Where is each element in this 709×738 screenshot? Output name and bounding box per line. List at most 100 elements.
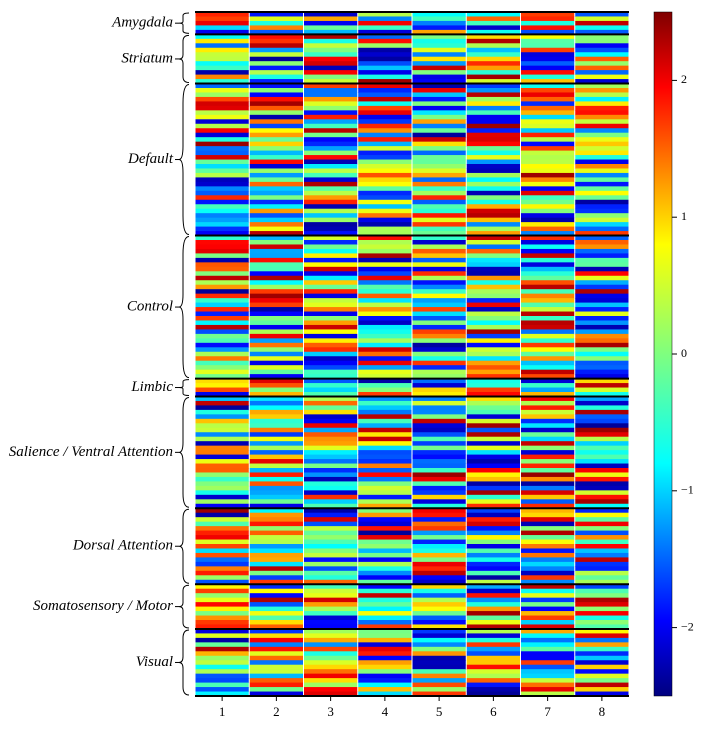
heatmap-cell [467,410,520,415]
heatmap-cell [413,459,466,464]
heatmap-cell [575,687,628,692]
heatmap-cell [250,115,303,120]
heatmap-cell [575,446,628,451]
heatmap-cell [250,160,303,165]
heatmap-cell [575,52,628,57]
heatmap-cell [413,450,466,455]
heatmap-cell [413,338,466,343]
heatmap-cell [521,566,574,571]
heatmap-cell [358,137,411,142]
heatmap-cell [413,638,466,643]
heatmap-cell [196,52,249,57]
heatmap-cell [575,356,628,361]
heatmap-cell [467,343,520,348]
heatmap-cell [358,495,411,500]
heatmap-cell [196,222,249,227]
heatmap-cell [413,607,466,612]
heatmap-cell [196,490,249,495]
heatmap-cell [467,513,520,518]
heatmap-cell [467,674,520,679]
heatmap-cell [358,128,411,133]
heatmap-cell [304,687,357,692]
heatmap-cell [467,276,520,281]
heatmap-cell [575,267,628,272]
x-tick-label: 3 [327,704,334,719]
heatmap-cell [358,414,411,419]
heatmap-cell [413,356,466,361]
heatmap-cell [521,486,574,491]
heatmap-cell [575,455,628,460]
heatmap-cell [304,271,357,276]
heatmap-cell [521,101,574,106]
heatmap-cell [467,517,520,522]
heatmap-cell [196,70,249,75]
heatmap-cell [196,352,249,357]
heatmap-cell [196,39,249,44]
heatmap-cell [521,16,574,21]
heatmap-cell [304,598,357,603]
heatmap-cell [358,540,411,545]
heatmap-cell [304,557,357,562]
heatmap-cell [250,553,303,558]
heatmap-cell [575,638,628,643]
heatmap-cell [358,173,411,178]
heatmap-cell [196,562,249,567]
heatmap-cell [575,660,628,665]
heatmap-cell [304,401,357,406]
heatmap-cell [304,383,357,388]
heatmap-cell [467,566,520,571]
heatmap-cell [467,97,520,102]
heatmap-cell [467,271,520,276]
heatmap-cell [304,39,357,44]
heatmap-cell [358,405,411,410]
heatmap-cell [413,329,466,334]
group-brace [179,85,189,235]
heatmap-cell [413,146,466,151]
heatmap-cell [575,320,628,325]
heatmap-cell [467,446,520,451]
heatmap-cell [304,352,357,357]
heatmap-cell [521,651,574,656]
heatmap-cell [358,419,411,424]
heatmap-cell [521,267,574,272]
heatmap-cell [575,419,628,424]
heatmap-cell [304,110,357,115]
heatmap-cell [358,267,411,272]
heatmap-cell [196,499,249,504]
heatmap-cell [358,616,411,621]
heatmap-cell [413,548,466,553]
heatmap-cell [250,289,303,294]
heatmap-cell [250,209,303,214]
heatmap-cell [196,43,249,48]
heatmap-cell [521,352,574,357]
heatmap-cell [250,620,303,625]
heatmap-cell [575,316,628,321]
group-brace [179,237,189,378]
heatmap-cell [521,285,574,290]
heatmap-cell [196,531,249,536]
heatmap-cell [304,75,357,80]
x-tick-label: 6 [490,704,497,719]
heatmap-cell [413,526,466,531]
heatmap-cell [575,88,628,93]
heatmap-cell [521,490,574,495]
heatmap-cell [521,307,574,312]
heatmap-cell [467,25,520,30]
heatmap-cell [250,164,303,169]
heatmap-cell [358,164,411,169]
heatmap-cell [575,432,628,437]
heatmap-cell [196,240,249,245]
heatmap-cell [521,683,574,688]
heatmap-cell [304,182,357,187]
heatmap-cell [196,155,249,160]
heatmap-cell [521,249,574,254]
heatmap-cell [250,607,303,612]
heatmap-cell [358,39,411,44]
heatmap-cell [196,303,249,308]
heatmap-cell [521,647,574,652]
heatmap-cell [413,168,466,173]
heatmap-cell [358,441,411,446]
heatmap-cell [196,227,249,232]
heatmap-cell [196,271,249,276]
heatmap-cell [575,133,628,138]
